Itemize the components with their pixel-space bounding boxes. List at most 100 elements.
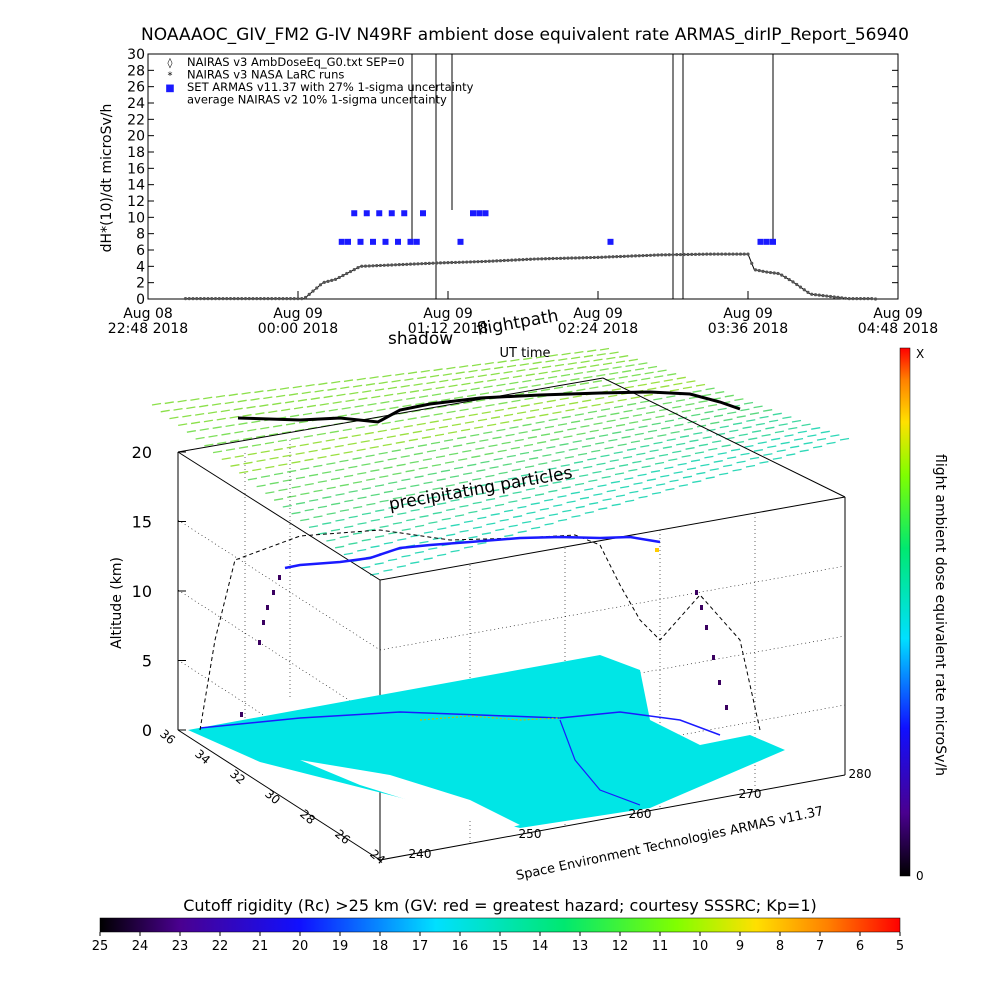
particle-arrow [336, 393, 346, 397]
nairas-point [573, 256, 578, 260]
particle-arrow [342, 428, 352, 432]
armas-point [407, 238, 414, 245]
particle-arrow [391, 449, 401, 453]
particle-arrow [729, 429, 739, 433]
particle-arrow [736, 460, 746, 464]
particle-arrow [433, 368, 443, 372]
nairas-point [423, 261, 428, 266]
particle-arrow [406, 397, 416, 400]
particle-arrow [182, 414, 192, 418]
nairas-point [221, 296, 225, 301]
particle-arrow [542, 454, 552, 457]
particle-arrow [367, 402, 377, 406]
particle-arrow [700, 417, 710, 421]
particle-arrow [458, 458, 468, 461]
nairas-point [577, 256, 581, 260]
nairas-point [213, 296, 218, 301]
particle-arrow [593, 422, 603, 426]
particle-arrow [719, 425, 729, 429]
particle-arrow [574, 413, 584, 417]
particle-arrow [304, 508, 314, 512]
particle-arrow [277, 439, 288, 443]
particle-arrow [255, 412, 265, 415]
nairas-point [671, 253, 675, 257]
particle-arrow [627, 402, 637, 406]
particle-arrow [356, 448, 366, 452]
particle-arrow [813, 445, 823, 449]
latitude-tick-label: 34 [192, 747, 213, 768]
particle-arrow [434, 433, 445, 437]
particle-arrow [568, 447, 578, 451]
particle-arrow [361, 538, 371, 542]
particle-arrow [399, 432, 409, 436]
particle-arrow [572, 440, 582, 443]
particle-arrow [558, 358, 568, 361]
particle-arrow [472, 477, 482, 481]
particle-arrow [675, 399, 686, 402]
particle-arrow [666, 395, 676, 398]
particle-arrow [401, 554, 411, 558]
particle-arrow [803, 441, 813, 445]
particle-arrow [339, 509, 350, 512]
particle-arrow [494, 503, 505, 507]
particle-arrow [531, 526, 541, 530]
particle-arrow [517, 505, 527, 509]
nairas-point [345, 271, 349, 276]
particle-arrow [653, 441, 663, 445]
particle-arrow [546, 399, 556, 403]
particle-arrow [358, 397, 368, 401]
particle-arrow [273, 498, 284, 501]
nairas-point [210, 296, 214, 301]
particle-arrow [343, 552, 353, 556]
particle-arrow [300, 492, 310, 496]
particle-arrow [265, 491, 275, 495]
particle-arrow [788, 426, 798, 430]
particle-arrow [499, 377, 510, 380]
particle-arrow [554, 430, 564, 434]
particle-arrow [633, 482, 643, 485]
nairas-point [228, 296, 233, 301]
cutoff-tick-label: 9 [736, 939, 744, 954]
particle-arrow [767, 445, 777, 449]
particle-arrow [233, 407, 243, 411]
nairas-point [641, 253, 645, 258]
particle-arrow [561, 415, 571, 419]
altitude-tick-label: 10 [132, 582, 152, 601]
particle-arrow [623, 409, 633, 413]
particle-arrow [645, 411, 656, 415]
particle-arrow [451, 423, 462, 427]
particle-arrow [634, 367, 645, 371]
particle-arrow [383, 466, 393, 470]
particle-arrow [439, 447, 450, 450]
cutoff-tick-label: 19 [332, 939, 349, 954]
particle-arrow [585, 437, 595, 440]
particle-arrow [709, 468, 719, 471]
particle-arrow [215, 395, 226, 398]
particle-arrow [793, 438, 804, 441]
particle-arrow [557, 423, 568, 426]
particle-arrow [450, 549, 460, 553]
nairas-point [405, 262, 409, 266]
nairas-point [240, 296, 244, 301]
particle-arrow [734, 398, 744, 402]
particle-arrow [476, 492, 487, 496]
particle-arrow [477, 516, 487, 520]
particle-arrow [816, 438, 827, 441]
particle-arrow [601, 475, 611, 479]
particle-arrow [581, 444, 592, 448]
armas-point [388, 210, 395, 217]
particle-arrow [278, 488, 288, 492]
nairas-point [442, 261, 446, 265]
particle-arrow [573, 460, 584, 464]
particle-arrow [279, 387, 290, 390]
particle-arrow [755, 422, 765, 426]
particle-arrow [388, 481, 398, 485]
particle-arrow [530, 502, 540, 506]
particle-arrow [749, 456, 760, 460]
particle-arrow [282, 479, 292, 482]
particle-arrow [517, 530, 527, 534]
particle-arrow [468, 413, 478, 417]
legend-entry: SET ARMAS v11.37 with 27% 1-sigma uncert… [187, 80, 474, 94]
particle-arrow [203, 396, 213, 400]
